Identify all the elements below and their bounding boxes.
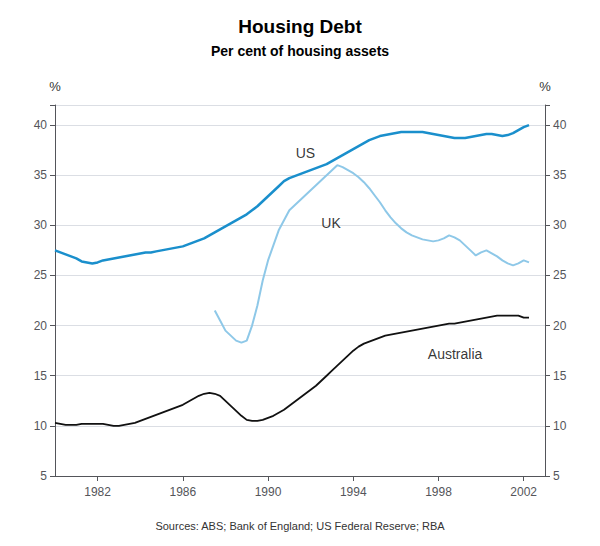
svg-text:10: 10 (553, 419, 567, 433)
svg-text:30: 30 (553, 218, 567, 232)
svg-text:25: 25 (553, 268, 567, 282)
svg-text:1986: 1986 (169, 485, 196, 499)
svg-text:40: 40 (34, 118, 48, 132)
svg-text:35: 35 (34, 168, 48, 182)
svg-text:1982: 1982 (84, 485, 111, 499)
svg-text:5: 5 (553, 469, 560, 483)
svg-text:Australia: Australia (428, 346, 483, 362)
svg-text:20: 20 (553, 319, 567, 333)
svg-text:%: % (539, 79, 551, 94)
svg-text:10: 10 (34, 419, 48, 433)
svg-text:US: US (296, 145, 315, 161)
svg-text:%: % (49, 79, 61, 94)
svg-text:Per cent of housing assets: Per cent of housing assets (211, 43, 389, 59)
svg-text:1994: 1994 (340, 485, 367, 499)
svg-text:40: 40 (553, 118, 567, 132)
svg-text:5: 5 (40, 469, 47, 483)
svg-text:15: 15 (553, 369, 567, 383)
svg-text:15: 15 (34, 369, 48, 383)
svg-text:30: 30 (34, 218, 48, 232)
svg-text:25: 25 (34, 268, 48, 282)
svg-text:1998: 1998 (425, 485, 452, 499)
svg-text:Housing Debt: Housing Debt (238, 16, 362, 37)
svg-text:20: 20 (34, 319, 48, 333)
svg-text:Sources: ABS; Bank of England;: Sources: ABS; Bank of England; US Federa… (155, 520, 445, 532)
svg-text:35: 35 (553, 168, 567, 182)
svg-text:UK: UK (321, 215, 341, 231)
svg-text:2002: 2002 (510, 485, 537, 499)
svg-text:1990: 1990 (255, 485, 282, 499)
